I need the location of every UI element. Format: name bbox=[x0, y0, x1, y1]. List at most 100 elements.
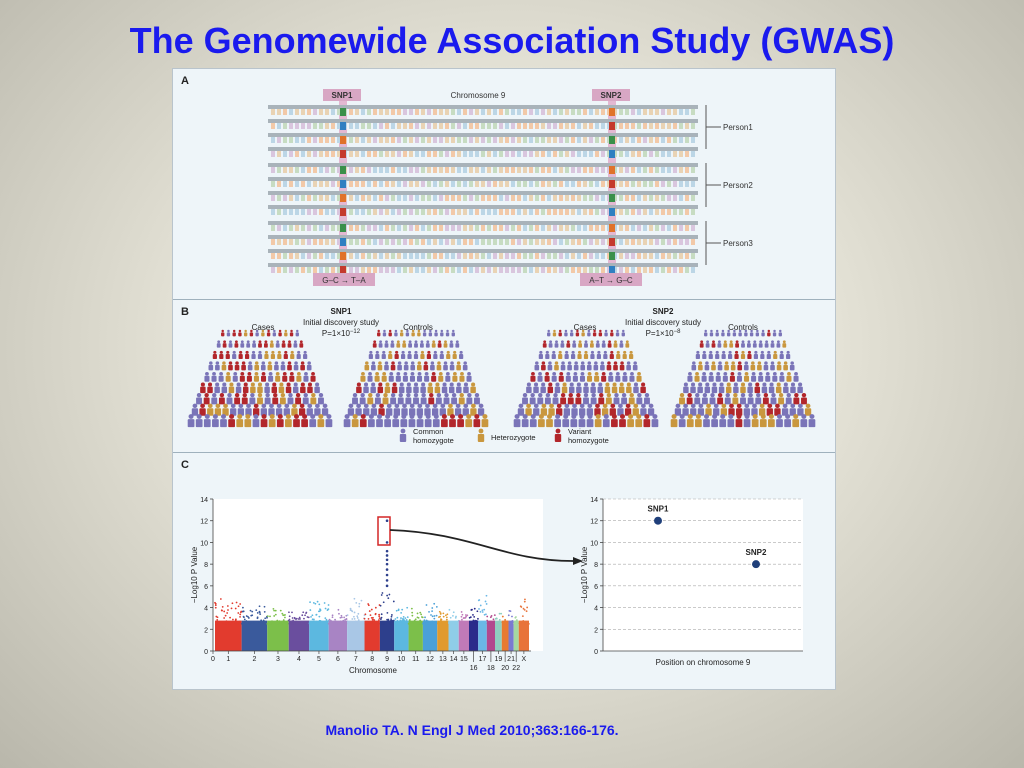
base-pair bbox=[631, 239, 635, 245]
person-figure bbox=[761, 329, 765, 337]
base-pair bbox=[661, 137, 665, 143]
base-pair bbox=[367, 239, 371, 245]
base-pair bbox=[307, 151, 311, 157]
base-pair bbox=[511, 137, 515, 143]
base-pair bbox=[439, 151, 443, 157]
person-figure bbox=[580, 361, 586, 371]
base-pair bbox=[277, 181, 281, 187]
chromosome-label: Chromosome 9 bbox=[451, 91, 506, 100]
snp2-label-box bbox=[592, 89, 630, 101]
base-pair bbox=[445, 167, 449, 173]
base-pair bbox=[601, 253, 605, 259]
snp2-base bbox=[609, 208, 615, 216]
base-pair bbox=[475, 137, 479, 143]
base-pair bbox=[601, 195, 605, 201]
person-figure bbox=[283, 403, 290, 416]
base-pair bbox=[277, 195, 281, 201]
base-pair bbox=[313, 253, 317, 259]
base-pair bbox=[535, 167, 539, 173]
person-figure bbox=[382, 393, 389, 405]
person-figure bbox=[767, 329, 771, 337]
person-figure bbox=[359, 393, 366, 405]
base-pair bbox=[361, 123, 365, 129]
base-pair bbox=[379, 195, 383, 201]
base-pair bbox=[463, 137, 467, 143]
base-pair bbox=[349, 151, 353, 157]
strand-backbone bbox=[268, 191, 698, 195]
base-pair bbox=[313, 181, 317, 187]
base-pair bbox=[379, 109, 383, 115]
person-figure bbox=[241, 361, 246, 371]
base-pair bbox=[271, 253, 275, 259]
base-pair bbox=[673, 109, 677, 115]
person-figure bbox=[747, 393, 754, 405]
base-pair bbox=[541, 267, 545, 273]
person-figure bbox=[251, 350, 256, 360]
base-pair bbox=[319, 109, 323, 115]
person-figure bbox=[435, 393, 442, 405]
base-pair bbox=[361, 109, 365, 115]
person-figure bbox=[690, 382, 696, 394]
base-pair bbox=[523, 195, 527, 201]
person-figure bbox=[590, 382, 596, 394]
legend-variant-homozygote bbox=[554, 428, 562, 442]
base-pair bbox=[331, 109, 335, 115]
base-pair bbox=[625, 253, 629, 259]
base-pair bbox=[271, 195, 275, 201]
person-figure bbox=[753, 350, 758, 360]
person-figure bbox=[232, 371, 238, 382]
person-figure bbox=[287, 393, 294, 405]
base-pair bbox=[499, 109, 503, 115]
person-figure bbox=[391, 382, 398, 394]
base-pair bbox=[379, 167, 383, 173]
base-pair bbox=[631, 109, 635, 115]
base-pair bbox=[355, 151, 359, 157]
person-figure bbox=[704, 382, 711, 394]
person-figure bbox=[355, 403, 362, 416]
base-pair bbox=[367, 167, 371, 173]
base-pair bbox=[685, 225, 689, 231]
base-pair bbox=[547, 137, 551, 143]
base-pair bbox=[499, 181, 503, 187]
base-pair bbox=[511, 267, 515, 273]
base-pair bbox=[361, 267, 365, 273]
manhattan-x-tick-label: 3 bbox=[276, 656, 280, 663]
base-pair bbox=[307, 225, 311, 231]
base-pair bbox=[661, 181, 665, 187]
base-pair bbox=[325, 195, 329, 201]
person-figure bbox=[759, 414, 767, 428]
base-pair bbox=[469, 181, 473, 187]
base-pair bbox=[397, 209, 401, 215]
person-figure bbox=[615, 371, 621, 382]
manhattan-x-tick-label: 14 bbox=[450, 656, 458, 663]
base-pair bbox=[541, 151, 545, 157]
base-pair bbox=[433, 253, 437, 259]
person-figure bbox=[413, 382, 419, 394]
base-pair bbox=[475, 109, 479, 115]
person-figure bbox=[571, 350, 576, 360]
base-pair bbox=[397, 151, 401, 157]
base-pair bbox=[391, 209, 395, 215]
base-pair bbox=[547, 225, 551, 231]
panel-a: A SNP1 SNP2 Chromosome 9 Person1 Person2… bbox=[173, 69, 835, 300]
person-figure bbox=[575, 393, 582, 405]
base-pair bbox=[307, 209, 311, 215]
person-figure bbox=[578, 340, 582, 348]
person-figure bbox=[414, 340, 418, 348]
base-pair bbox=[619, 181, 623, 187]
person-figure bbox=[647, 403, 655, 416]
base-pair bbox=[385, 151, 389, 157]
base-pair bbox=[685, 151, 689, 157]
base-pair bbox=[385, 109, 389, 115]
base-pair bbox=[385, 253, 389, 259]
base-pair bbox=[529, 239, 533, 245]
person-figure bbox=[439, 350, 444, 360]
base-pair bbox=[301, 253, 305, 259]
base-pair bbox=[409, 181, 413, 187]
zoom-y-tick-label: 14 bbox=[590, 497, 598, 504]
person-figure bbox=[570, 414, 578, 428]
person-figure bbox=[718, 382, 725, 394]
person-figure bbox=[565, 371, 571, 382]
person-figure bbox=[268, 403, 275, 416]
base-pair bbox=[277, 137, 281, 143]
